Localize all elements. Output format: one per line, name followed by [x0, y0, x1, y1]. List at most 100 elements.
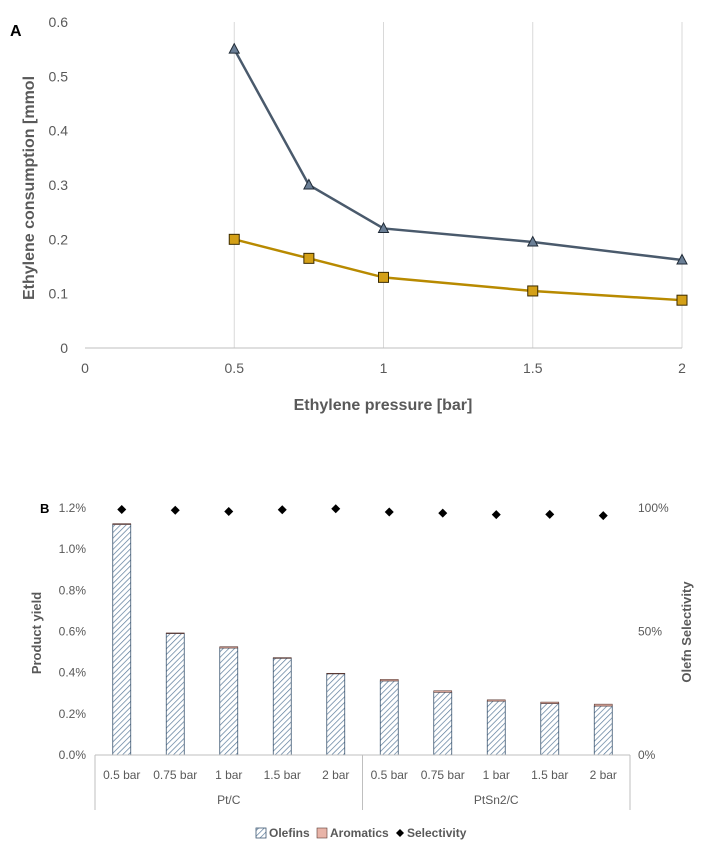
panel-a-y-tick-label: 0: [60, 340, 68, 356]
panel-b-y-tick-label: 1.2%: [59, 501, 87, 515]
panel-b-bars: [112, 523, 613, 756]
panel-a-y-ticks: 0 0.1 0.2 0.3 0.4 0.5 0.6: [49, 14, 69, 356]
aromatics-bar: [112, 523, 132, 525]
selectivity-point: [545, 509, 555, 519]
panel-b-y-ticks: 0.0% 0.2% 0.4% 0.6% 0.8% 1.0% 1.2%: [59, 501, 87, 762]
legend-olefins-label: Olefins: [269, 826, 310, 840]
panel-b-selectivity-points: [117, 504, 608, 521]
aromatics-bar: [540, 701, 560, 704]
legend-aromatics-swatch: [316, 827, 328, 839]
panel-b-y2-axis-label: Olefn Selectivity: [679, 581, 694, 683]
olefins-bar: [219, 647, 239, 756]
panel-a-x-ticks: 0 0.5 1 1.5 2: [81, 360, 686, 376]
panel-a-y-tick-label: 0.4: [49, 123, 69, 139]
olefins-bar: [326, 673, 346, 756]
panel-a-y-tick-label: 0.1: [49, 286, 69, 302]
panel-a-y-tick-label: 0.2: [49, 231, 69, 247]
legend-selectivity-marker: [396, 829, 404, 837]
olefins-bar: [272, 657, 292, 756]
panel-a-series-line: [233, 238, 683, 302]
panel-a-triangle-point: [228, 42, 241, 54]
panel-a-y-tick-label: 0.6: [49, 14, 69, 30]
panel-b-y-tick-label: 1.0%: [59, 542, 87, 556]
panel-b-y2-ticks: 0% 50% 100%: [638, 501, 669, 762]
selectivity-point: [598, 511, 608, 521]
olefins-bar: [112, 524, 132, 756]
legend-aromatics-label: Aromatics: [330, 826, 389, 840]
olefins-bar: [433, 691, 453, 756]
olefins-bar: [486, 700, 506, 756]
panel-b-group-label: PtSn2/C: [474, 793, 519, 807]
panel-a-triangle-point: [676, 253, 688, 265]
olefins-bar: [540, 703, 560, 756]
panel-b-category-label: 1 bar: [483, 768, 510, 782]
panel-b-y2-tick-label: 100%: [638, 501, 669, 515]
aromatics-bar: [165, 632, 185, 634]
panel-b-y-tick-label: 0.8%: [59, 583, 87, 597]
panel-a-square-point: [676, 294, 688, 306]
aromatics-bar: [486, 699, 506, 702]
panel-b-category-label: 0.5 bar: [371, 768, 408, 782]
panel-b-category-label: 1.5 bar: [264, 768, 301, 782]
panel-a-triangle-point: [303, 178, 315, 190]
olefins-bar: [379, 680, 399, 756]
panel-a-x-tick-label: 0.5: [225, 360, 245, 376]
aromatics-bar: [433, 690, 453, 693]
panel-a-y-axis-label: Ethylene consumption [mmol: [21, 76, 38, 300]
panel-b-category-label: 2 bar: [590, 768, 617, 782]
panel-a-label: A: [10, 23, 22, 40]
panel-b-y-tick-label: 0.4%: [59, 666, 87, 680]
aromatics-bar: [219, 646, 239, 649]
panel-b-legend: Olefins Aromatics Selectivity: [255, 826, 467, 840]
panel-b-category-label: 2 bar: [322, 768, 349, 782]
panel-a-square-point: [228, 233, 240, 245]
panel-b-y-tick-label: 0.6%: [59, 625, 87, 639]
panel-b-y-tick-label: 0.2%: [59, 707, 87, 721]
panel-a-triangle-point: [377, 221, 390, 233]
panel-b-y2-tick-label: 0%: [638, 748, 656, 762]
selectivity-point: [331, 504, 341, 514]
panel-a-square-point: [303, 252, 315, 264]
panel-a-x-tick-label: 1.5: [523, 360, 543, 376]
panel-a-series-line: [233, 48, 683, 262]
panel-b-y2-tick-label: 50%: [638, 625, 662, 639]
panel-a-gridlines: [233, 22, 683, 348]
panel-a-square-point: [527, 285, 539, 297]
selectivity-point: [438, 508, 448, 518]
panel-a-series: [228, 42, 688, 306]
selectivity-point: [170, 505, 180, 515]
panel-b-category-label: 0.75 bar: [153, 768, 197, 782]
panel-a-y-tick-label: 0.5: [49, 68, 69, 84]
olefins-bar: [165, 633, 185, 756]
aromatics-bar: [593, 703, 613, 707]
olefins-bar: [593, 705, 613, 756]
panel-b-category-label: 1.5 bar: [531, 768, 568, 782]
panel-a-x-tick-label: 1: [380, 360, 388, 376]
panel-a-y-tick-label: 0.3: [49, 177, 69, 193]
panel-b-category-label: 0.5 bar: [103, 768, 140, 782]
legend-selectivity-label: Selectivity: [407, 826, 467, 840]
panel-a-triangle-point: [526, 235, 539, 247]
selectivity-point: [224, 506, 234, 516]
panel-b-category-label: 0.75 bar: [421, 768, 465, 782]
panel-b-group-label: Pt/C: [217, 793, 241, 807]
selectivity-point: [277, 505, 287, 515]
aromatics-bar: [326, 672, 346, 675]
panel-a-chart: A 0 0.1 0.2 0.3 0.4 0.5 0.6 0 0.5 1 1.5 2 Ethylene…: [10, 14, 688, 414]
panel-a-square-point: [378, 271, 389, 283]
panel-a-x-tick-label: 2: [678, 360, 686, 376]
panel-b-chart: B 0.0% 0.2% 0.4% 0.6% 0.8% 1.0% 1.2% 0% 50% 100%…: [29, 501, 694, 840]
aromatics-bar: [272, 657, 292, 659]
panel-a-x-axis-label: Ethylene pressure [bar]: [294, 397, 473, 414]
selectivity-point: [117, 504, 127, 514]
panel-a-x-tick-label: 0: [81, 360, 89, 376]
panel-b-y-axis-label: Product yield: [29, 592, 44, 674]
panel-b-category-label: 1 bar: [215, 768, 242, 782]
legend-olefins-swatch: [255, 827, 267, 839]
selectivity-point: [384, 507, 394, 517]
selectivity-point: [491, 510, 501, 520]
panel-b-y-tick-label: 0.0%: [59, 748, 87, 762]
panel-b-category-axis: 0.5 bar 0.75 bar 1 bar 1.5 bar 2 bar 0.5 bar 0…: [94, 755, 631, 810]
panel-b-label: B: [40, 501, 49, 516]
